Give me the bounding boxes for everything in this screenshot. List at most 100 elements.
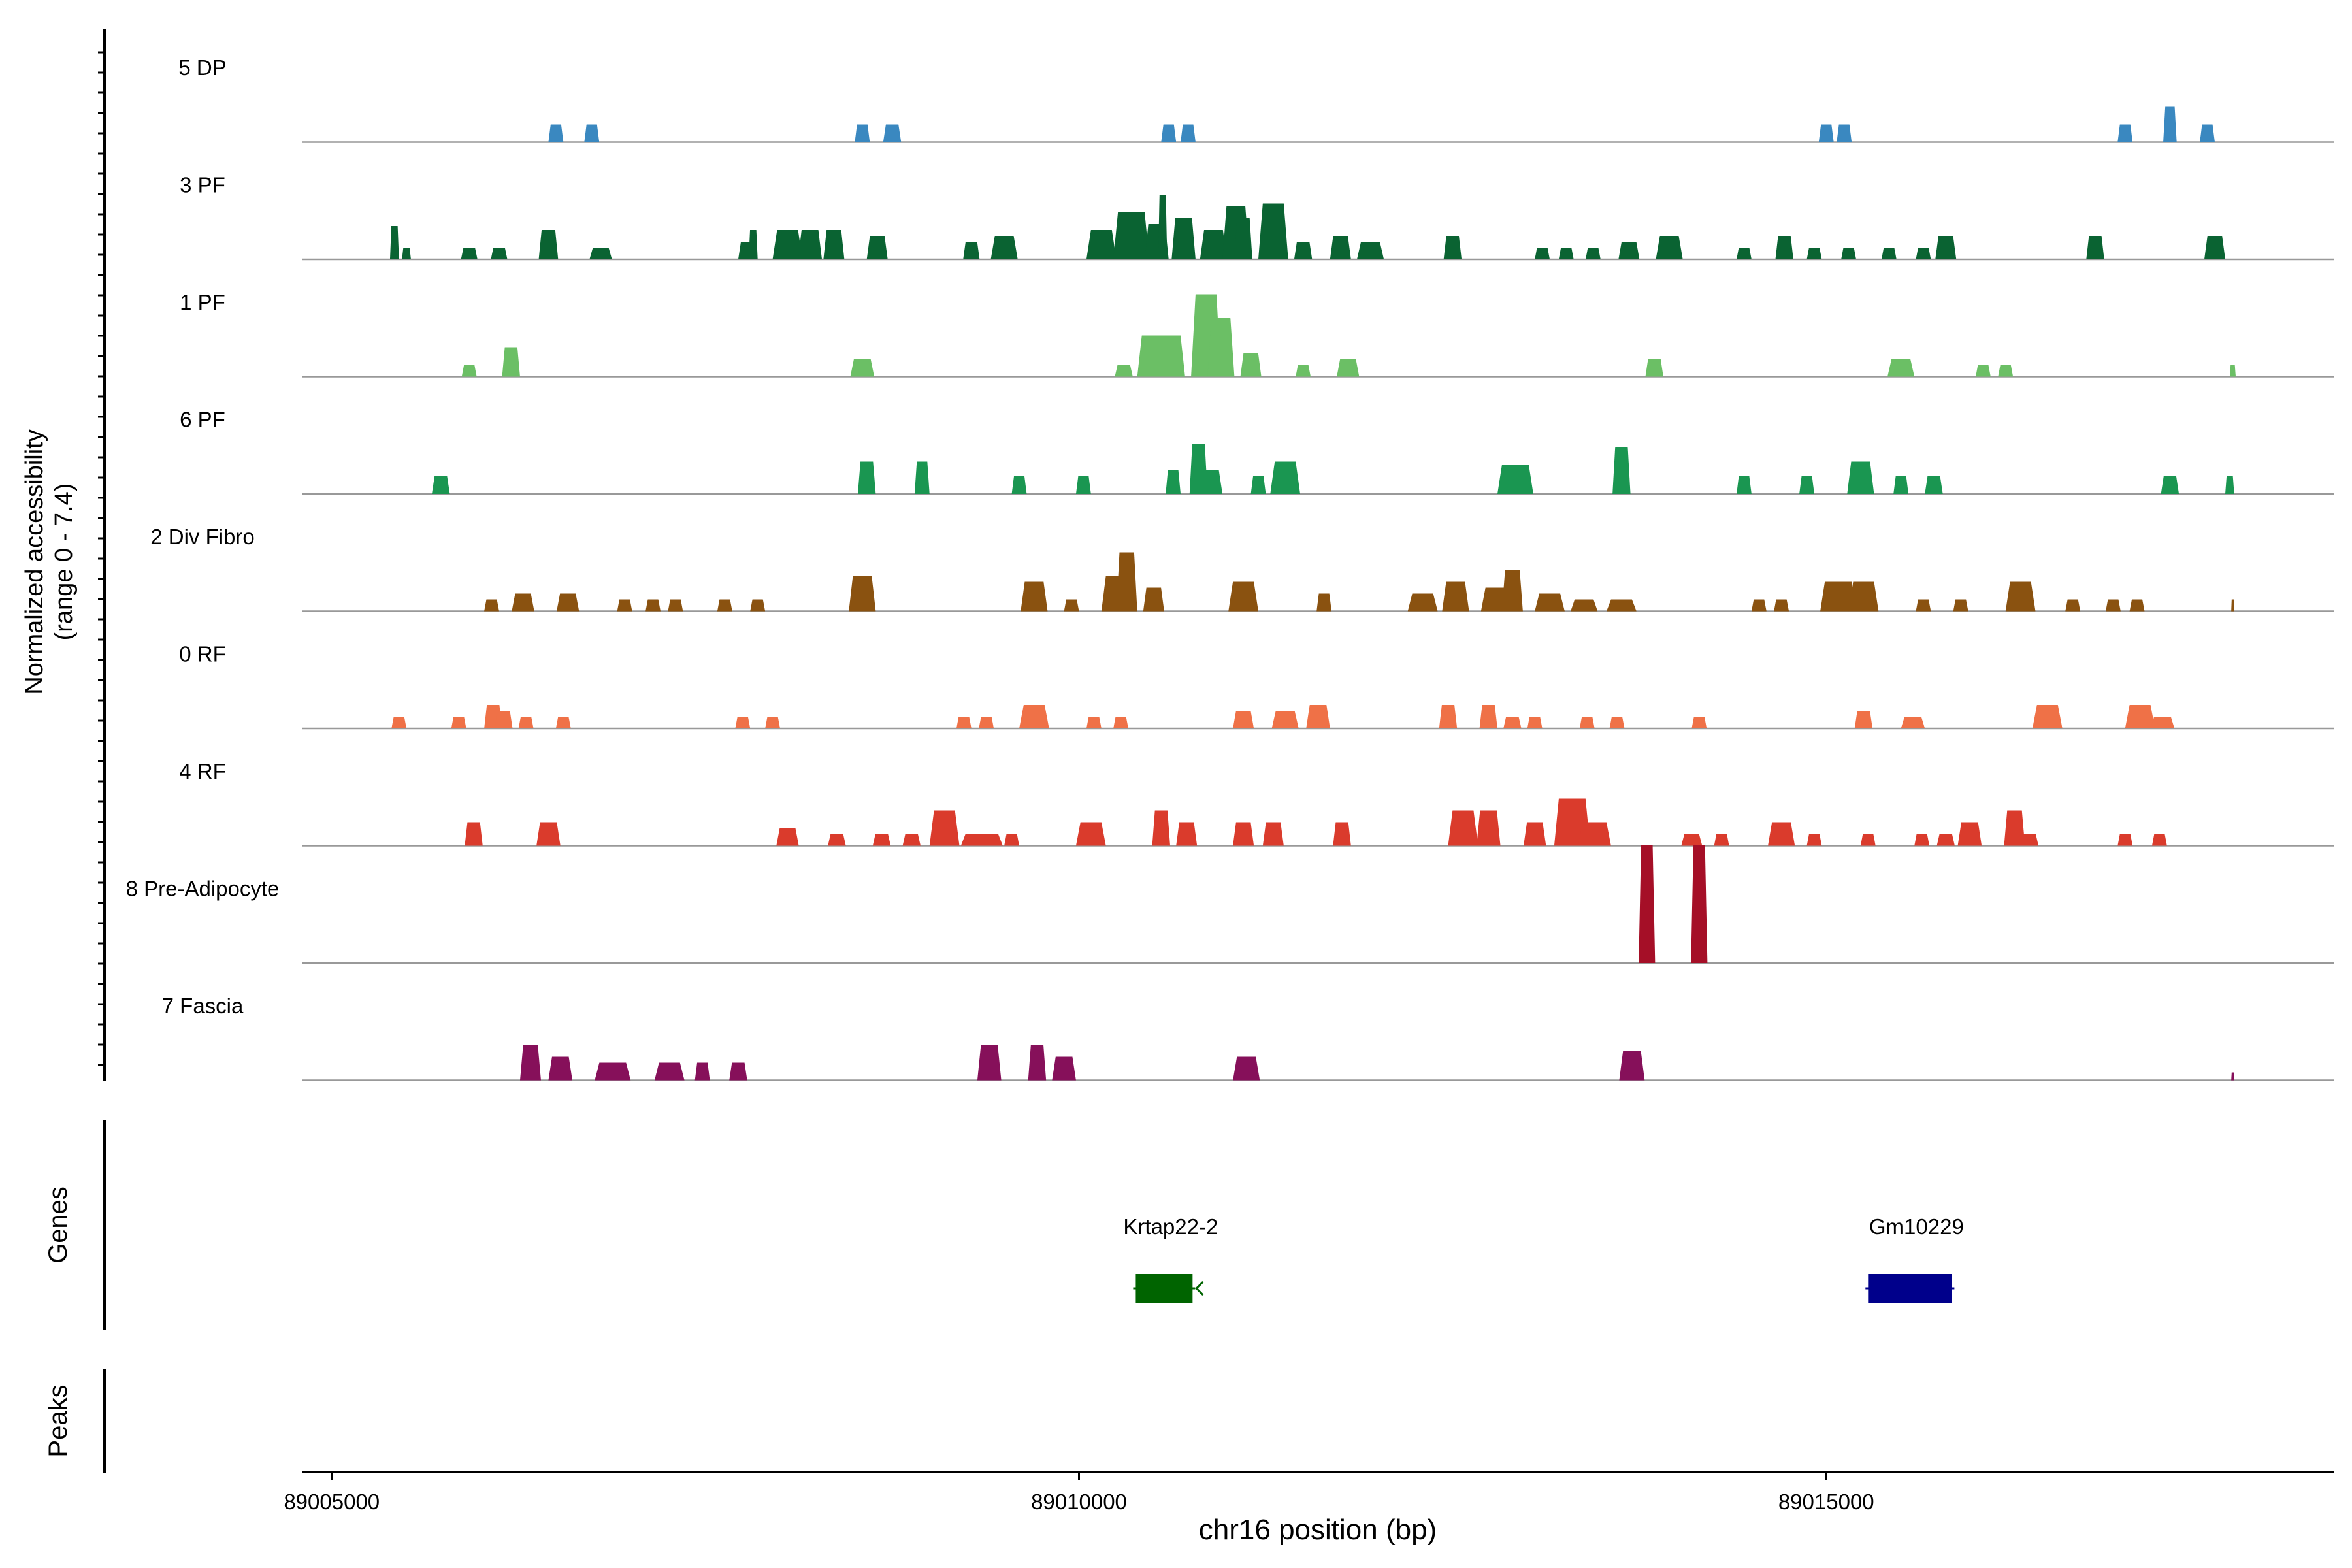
coverage-peak xyxy=(914,461,930,494)
coverage-peak xyxy=(1837,124,1852,142)
coverage-peak xyxy=(1333,822,1351,846)
coverage-peak xyxy=(518,717,534,728)
coverage-peak xyxy=(1316,593,1332,612)
coverage-peak xyxy=(872,834,891,846)
coverage-peak xyxy=(389,226,399,259)
x-tick-label: 89005000 xyxy=(284,1490,380,1514)
coverage-peak xyxy=(1497,465,1533,494)
coverage-peak xyxy=(1578,822,1611,846)
coverage-peak xyxy=(2151,834,2167,846)
coverage-peak xyxy=(432,476,450,494)
coverage-peak xyxy=(1019,705,1049,728)
coverage-peak xyxy=(1681,834,1703,846)
coverage-peak xyxy=(1691,717,1707,728)
coverage-peak xyxy=(2005,581,2036,612)
coverage-peak xyxy=(849,576,876,612)
coverage-peak xyxy=(1137,335,1185,377)
coverage-peak xyxy=(2032,705,2063,728)
coverage-peak xyxy=(735,717,751,728)
coverage-peak xyxy=(823,230,845,259)
coverage-peak xyxy=(1233,822,1254,846)
coverage-peak xyxy=(1639,845,1656,963)
coverage-peak xyxy=(990,236,1018,259)
track-label: 2 Div Fibro xyxy=(150,525,255,549)
coverage-peak xyxy=(1198,470,1223,494)
coverage-peak xyxy=(2117,124,2133,142)
coverage-peak xyxy=(2204,236,2226,259)
coverage-peak xyxy=(512,593,534,612)
coverage-peak xyxy=(1337,359,1360,377)
coverage-peak xyxy=(1075,476,1091,494)
coverage-peak xyxy=(1524,822,1546,846)
coverage-peak xyxy=(2004,810,2025,846)
coverage-peak xyxy=(1233,1056,1260,1081)
coverage-peak xyxy=(1086,230,1117,259)
coverage-peak xyxy=(1887,359,1915,377)
track-label: 1 PF xyxy=(180,290,225,314)
coverage-peak xyxy=(1976,365,1991,377)
track-8-pre-adipocyte: 8 Pre-Adipocyte xyxy=(126,845,2334,964)
coverage-peak xyxy=(1935,236,1957,259)
coverage-peak xyxy=(2200,124,2215,142)
coverage-peak xyxy=(1806,248,1822,259)
coverage-peak xyxy=(1240,353,1262,377)
coverage-peak xyxy=(1527,717,1543,728)
coverage-peak xyxy=(979,717,994,728)
gene-exon xyxy=(1135,1274,1193,1303)
coverage-peak xyxy=(1820,581,1856,612)
track-7-fascia: 7 Fascia xyxy=(162,994,2334,1081)
coverage-peak xyxy=(1998,365,2014,377)
coverage-peak xyxy=(1774,599,1789,612)
coverage-peak xyxy=(1330,236,1351,259)
coverage-peak xyxy=(1294,242,1313,259)
peaks-track-label: Peaks xyxy=(44,1384,73,1457)
coverage-peak xyxy=(828,834,846,846)
coverage-peak xyxy=(1166,470,1181,494)
coverage-peak xyxy=(1585,248,1601,259)
coverage-peak xyxy=(902,834,921,846)
track-label: 3 PF xyxy=(180,173,225,197)
coverage-peak xyxy=(391,717,407,728)
coverage-peak xyxy=(1306,705,1330,728)
coverage-peak xyxy=(2065,599,2081,612)
coverage-peak xyxy=(1113,717,1128,728)
coverage-peak xyxy=(2129,599,2145,612)
track-0-rf: 0 RF xyxy=(179,642,2334,730)
coverage-peak xyxy=(748,230,758,259)
coverage-peak xyxy=(1479,705,1497,728)
coverage-peak xyxy=(1115,365,1133,377)
coverage-peak xyxy=(1116,552,1137,612)
coverage-peak xyxy=(536,822,561,846)
coverage-peak xyxy=(1075,822,1106,846)
coverage-peak xyxy=(465,822,483,846)
x-axis-label: chr16 position (bp) xyxy=(1199,1514,1437,1546)
coverage-peak xyxy=(1953,599,1968,612)
coverage-peak xyxy=(1176,822,1198,846)
coverage-peak xyxy=(1207,318,1235,377)
coverage-peak xyxy=(857,461,876,494)
coverage-peak xyxy=(1448,810,1478,846)
coverage-peak xyxy=(2020,834,2039,846)
coverage-peak xyxy=(1250,476,1266,494)
track-label: 8 Pre-Adipocyte xyxy=(126,877,280,901)
coverage-peak xyxy=(1768,822,1795,846)
coverage-peak xyxy=(1503,717,1522,728)
coverage-peak xyxy=(694,1062,710,1081)
track-4-rf: 4 RF xyxy=(179,759,2334,847)
strand-arrow-icon xyxy=(1195,1281,1204,1296)
coverage-peak xyxy=(589,248,612,259)
coverage-peak xyxy=(2086,236,2104,259)
coverage-peak xyxy=(1914,834,1930,846)
coverage-peak xyxy=(2150,717,2175,728)
coverage-peak xyxy=(1011,476,1027,494)
coverage-peak xyxy=(1691,845,1708,963)
coverage-peak xyxy=(461,365,477,377)
coverage-peak xyxy=(1775,236,1793,259)
coverage-peak xyxy=(1619,1051,1645,1081)
coverage-peak xyxy=(1571,599,1598,612)
coverage-peak xyxy=(1893,476,1909,494)
track-label: 4 RF xyxy=(179,759,226,783)
coverage-peak xyxy=(765,717,780,728)
gene-gm10229: Gm10229 xyxy=(1865,1215,1964,1303)
